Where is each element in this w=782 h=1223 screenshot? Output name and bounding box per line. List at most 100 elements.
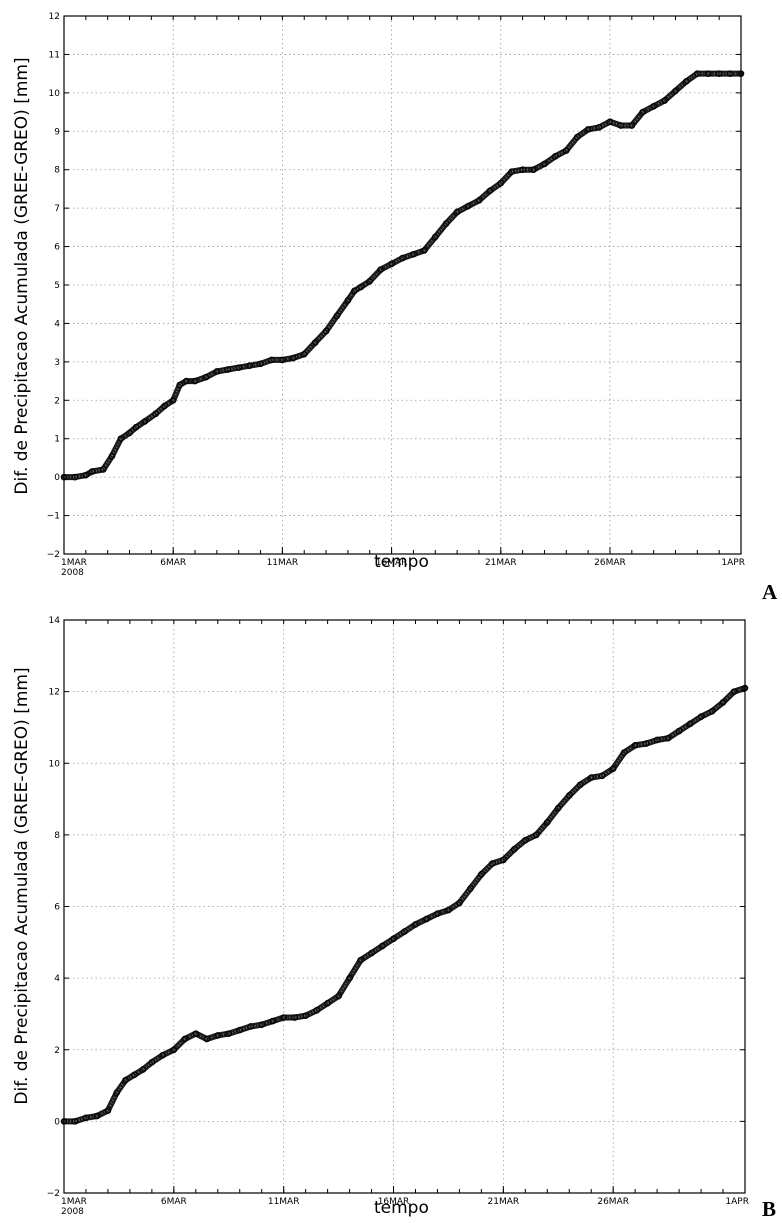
chart-b-data-point (653, 736, 661, 744)
chart-a-series-line (61, 70, 744, 481)
chart-a-ytick-label: 3 (54, 358, 60, 368)
chart-b-data-point (93, 1112, 101, 1120)
chart-a-data-point (421, 247, 428, 254)
chart-a-data-point (672, 87, 679, 95)
chart-a-data-point (399, 254, 406, 262)
chart-a-data-point (182, 377, 190, 385)
chart-b-data-point (598, 772, 606, 780)
chart-a-ylabel: Dif. de Precipitacao Acumulada (GREE-GRE… (12, 57, 32, 495)
chart-b-data-point (280, 1014, 287, 1021)
chart-b-ytick-label: 14 (49, 616, 61, 626)
chart-panel-a: −2 −1 0 1 2 3 4 5 6 7 8 9 10 11 12 1MAR 2008 6MAR 11MAR 16M… (12, 12, 778, 604)
chart-a-data-point (508, 168, 515, 175)
chart-a-xtick-label: 16MAR (376, 558, 408, 568)
chart-a-data-point (152, 410, 160, 418)
chart-b-series-line (61, 685, 748, 1125)
chart-b-data-point (522, 836, 529, 844)
chart-b-data-point (203, 1035, 211, 1043)
chart-a-data-point (89, 468, 96, 475)
chart-b-data-point (148, 1058, 156, 1066)
chart-b-xtick-label: 1APR (725, 1197, 749, 1207)
chart-b-data-point (258, 1021, 266, 1028)
chart-a-data-point (650, 103, 657, 110)
chart-a-data-point (268, 356, 275, 364)
chart-a-ytick-label: 8 (54, 166, 60, 176)
chart-a-data-point (530, 166, 537, 174)
chart-b-ytick-label: −2 (47, 1189, 60, 1199)
chart-b-data-point (543, 819, 551, 826)
chart-a-data-point (475, 197, 483, 204)
chart-a-ytick-label: 9 (54, 127, 60, 137)
chart-b-xtick-sublabel: 2008 (61, 1207, 84, 1217)
chart-b-data-point (192, 1030, 200, 1037)
chart-a-data-point (617, 122, 625, 129)
chart-a-data-point (453, 208, 461, 216)
chart-b-ytick-label: 8 (54, 831, 60, 841)
chart-b-ytick-label: 0 (54, 1117, 60, 1127)
chart-a-data-point (290, 354, 297, 362)
chart-b-data-point (500, 856, 507, 864)
chart-a-data-point (224, 366, 232, 373)
chart-b-series-marker-texture (64, 687, 746, 1123)
chart-b-data-point (664, 734, 672, 742)
chart-a-data-point (169, 396, 177, 404)
chart-b-ytick-label: 10 (49, 759, 61, 769)
chart-b-data-point (390, 935, 397, 943)
chart-a-ytick-label: 12 (49, 12, 60, 22)
chart-a-ytick-label: 6 (54, 243, 60, 253)
chart-a-data-point (257, 360, 264, 368)
chart-a-data-point (71, 473, 79, 481)
chart-a-data-point (300, 350, 308, 358)
chart-a-data-point (639, 108, 647, 116)
chart-b-data-point (576, 781, 584, 789)
chart-b-data-point (423, 915, 430, 923)
chart-a-data-point (351, 287, 358, 295)
chart-a-data-point (715, 70, 723, 77)
chart-a-data-point (108, 452, 116, 460)
chart-a-ytick-label: 4 (54, 319, 60, 329)
chart-b-xtick-label: 1MAR (61, 1197, 87, 1207)
chart-b-data-point (357, 956, 364, 964)
chart-a-data-point (202, 373, 210, 381)
chart-b-ytick-label: 12 (49, 688, 60, 698)
chart-b-data-point (434, 910, 441, 917)
chart-a-data-point (126, 429, 133, 437)
chart-b-data-point (170, 1046, 178, 1054)
chart-a-data-point (552, 152, 559, 160)
chart-a-data-point (82, 471, 90, 479)
chart-a-data-point (322, 327, 330, 335)
chart-a-data-point (161, 402, 168, 410)
chart-a-xlabel: tempo (374, 552, 429, 572)
chart-a-data-point (497, 179, 505, 187)
chart-b-data-point (609, 765, 617, 772)
chart-a-data-point (464, 202, 472, 210)
chart-a-data-point (410, 250, 417, 258)
chart-a-data-point (357, 283, 365, 291)
chart-a-data-point (486, 187, 494, 195)
chart-a-panel-letter: A (762, 580, 778, 604)
chart-b-data-point (467, 885, 474, 892)
chart-a-data-point (246, 362, 253, 370)
chart-a-ytick-label: 7 (54, 204, 60, 214)
chart-a-data-point (333, 312, 341, 320)
chart-b-ytick-label: 2 (54, 1046, 60, 1056)
chart-a-data-point (117, 435, 125, 443)
chart-a-data-point (606, 118, 614, 125)
chart-b-data-point (412, 921, 419, 928)
chart-a-data-point (573, 133, 581, 141)
chart-b-xtick-label: 16MAR (378, 1197, 410, 1207)
chart-b-data-point (214, 1032, 222, 1039)
chart-a-ytick-label: 0 (54, 473, 60, 483)
chart-a-data-point (344, 297, 352, 304)
chart-a-ytick-label: −1 (47, 512, 60, 522)
chart-b-data-point (122, 1076, 129, 1084)
chart-b-data-point (620, 749, 628, 756)
chart-b-ytick-label: 6 (54, 903, 60, 913)
chart-b-data-point (346, 974, 353, 982)
chart-a-ytick-label: 10 (49, 89, 61, 99)
chart-b-data-point (379, 942, 386, 950)
chart-b-data-point (368, 949, 375, 957)
chart-b-xtick-label: 11MAR (268, 1197, 300, 1207)
chart-b-data-point (159, 1051, 167, 1059)
chart-a-data-point (584, 126, 592, 133)
